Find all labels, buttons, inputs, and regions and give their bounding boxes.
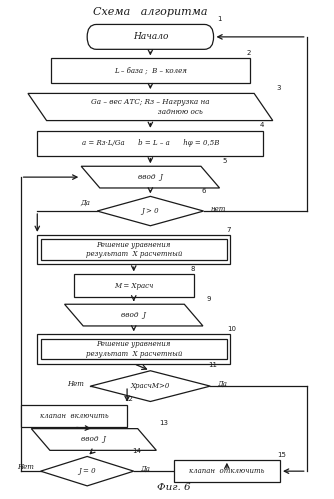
Text: Решение уравнения
результат  X расчетный: Решение уравнения результат X расчетный [86, 340, 182, 358]
Bar [74, 274, 194, 297]
Text: Да: Да [140, 465, 150, 473]
Bar [41, 339, 227, 359]
Bar [50, 58, 250, 83]
Text: Начало: Начало [133, 32, 168, 41]
FancyBboxPatch shape [87, 24, 213, 49]
Text: 10: 10 [227, 326, 236, 332]
Text: 11: 11 [208, 362, 217, 368]
Text: 7: 7 [227, 227, 231, 233]
Bar [37, 334, 230, 364]
Text: J > 0: J > 0 [142, 207, 159, 215]
Text: a = Rз·L/Gа      b = L – a      hφ = 0,5B: a = Rз·L/Gа b = L – a hφ = 0,5B [82, 139, 219, 147]
Text: Да: Да [217, 380, 227, 388]
Text: 5: 5 [223, 158, 227, 164]
Text: 9: 9 [206, 296, 211, 302]
Text: 4: 4 [260, 122, 265, 128]
Text: Gа – вес АТС; Rз – Нагрузка на
                           заднюю ось: Gа – вес АТС; Rз – Нагрузка на заднюю ос… [91, 98, 210, 116]
Text: клапан  отключить: клапан отключить [189, 467, 265, 475]
Text: Фиг. 6: Фиг. 6 [157, 483, 190, 492]
Text: 2: 2 [247, 50, 251, 56]
Text: 15: 15 [277, 452, 286, 458]
Text: М = Xрасч: М = Xрасч [114, 282, 153, 290]
Text: ввод  J: ввод J [81, 436, 106, 444]
Text: Схема   алгоритма: Схема алгоритма [93, 7, 208, 17]
Text: 1: 1 [217, 16, 221, 22]
Text: ввод  J: ввод J [121, 311, 146, 319]
Polygon shape [41, 457, 134, 486]
Text: 13: 13 [160, 420, 169, 426]
Text: 6: 6 [202, 188, 206, 194]
Text: J = 0: J = 0 [78, 467, 96, 475]
Text: Да: Да [80, 199, 91, 207]
Polygon shape [28, 93, 273, 121]
Bar [37, 131, 264, 156]
Polygon shape [91, 371, 210, 402]
Polygon shape [97, 196, 204, 226]
Text: нет: нет [210, 205, 225, 213]
Text: клапан  включить: клапан включить [39, 412, 108, 420]
Text: ХрасчМ>0: ХрасчМ>0 [131, 382, 170, 390]
Text: 14: 14 [132, 448, 141, 454]
Bar [174, 460, 280, 483]
Polygon shape [81, 166, 219, 188]
Bar [37, 235, 230, 264]
Polygon shape [31, 429, 156, 451]
Text: 3: 3 [276, 85, 281, 91]
Text: Решение уравнения
результат  X расчетный: Решение уравнения результат X расчетный [86, 241, 182, 258]
Text: Нет: Нет [67, 380, 84, 388]
Text: 12: 12 [124, 396, 133, 402]
Bar [21, 405, 127, 427]
Text: ввод  J: ввод J [138, 173, 163, 181]
Bar [41, 240, 227, 259]
Polygon shape [64, 304, 203, 326]
Text: Нет: Нет [17, 463, 34, 471]
Text: L – база ;  B – колея: L – база ; B – колея [114, 67, 187, 75]
Text: 8: 8 [190, 266, 195, 272]
